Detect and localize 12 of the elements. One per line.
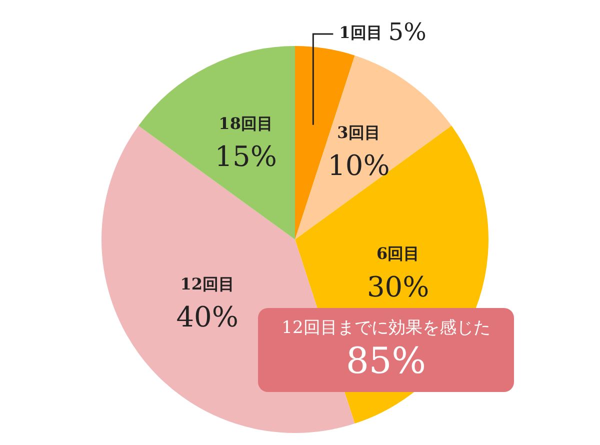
slice-label: 18回目: [218, 114, 273, 134]
slice-label: 6回目: [376, 244, 420, 264]
slice-label: 12回目: [180, 274, 234, 294]
data-label: 15%: [214, 140, 277, 174]
text: 12回目までに効果を感じた: [280, 317, 492, 340]
data-label: 5%: [388, 18, 426, 46]
data-label: 30%: [366, 270, 430, 304]
text: 85%: [344, 340, 427, 384]
data-label: 40%: [176, 300, 238, 334]
slice-label: 3回目: [337, 122, 380, 142]
data-label: 10%: [328, 149, 390, 182]
slice-label: 1回目: [339, 23, 382, 42]
